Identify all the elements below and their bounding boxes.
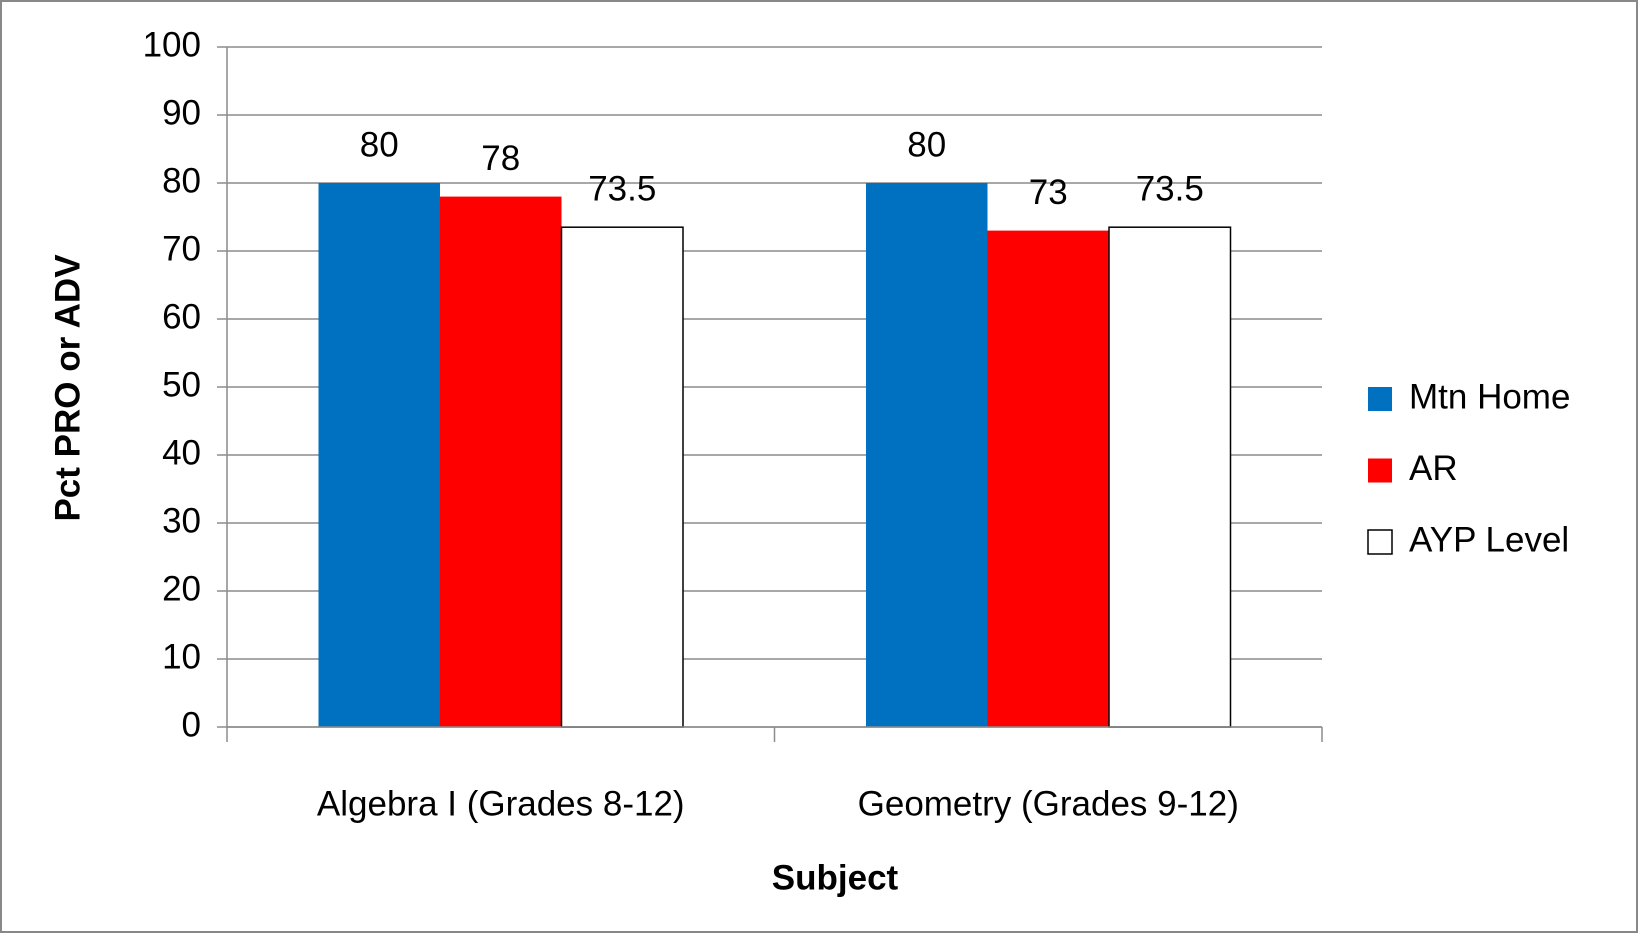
data-label: 78 <box>481 139 520 178</box>
x-axis-label: Subject <box>772 858 899 897</box>
legend-label: Mtn Home <box>1409 377 1570 416</box>
bar <box>318 183 440 727</box>
data-label: 80 <box>360 125 399 164</box>
legend-label: AYP Level <box>1409 520 1569 559</box>
y-tick-label: 0 <box>182 705 201 744</box>
y-tick-label: 20 <box>162 569 201 608</box>
y-tick-label: 90 <box>162 93 201 132</box>
legend-swatch <box>1367 529 1393 555</box>
y-tick-label: 70 <box>162 229 201 268</box>
legend-swatch <box>1368 387 1392 411</box>
data-label: 73.5 <box>1136 169 1204 208</box>
y-tick-label: 40 <box>162 433 201 472</box>
data-label: 80 <box>907 125 946 164</box>
x-tick-label: Algebra I (Grades 8-12) <box>317 784 685 823</box>
y-tick-label: 50 <box>162 365 201 404</box>
bar <box>987 230 1109 727</box>
data-label: 73.5 <box>588 169 656 208</box>
bar <box>1108 226 1232 728</box>
legend-swatch <box>1368 458 1392 483</box>
y-tick-label: 10 <box>162 637 201 676</box>
y-tick-label: 80 <box>162 161 201 200</box>
data-label: 73 <box>1029 173 1068 212</box>
legend-label: AR <box>1409 449 1458 488</box>
y-tick-label: 100 <box>143 25 201 64</box>
y-tick-label: 60 <box>162 297 201 336</box>
y-tick-label: 30 <box>162 501 201 540</box>
bar <box>440 196 562 728</box>
x-tick-label: Geometry (Grades 9-12) <box>858 784 1239 823</box>
y-axis-label: Pct PRO or ADV <box>48 254 87 522</box>
bar <box>560 226 684 728</box>
bar <box>866 183 988 727</box>
